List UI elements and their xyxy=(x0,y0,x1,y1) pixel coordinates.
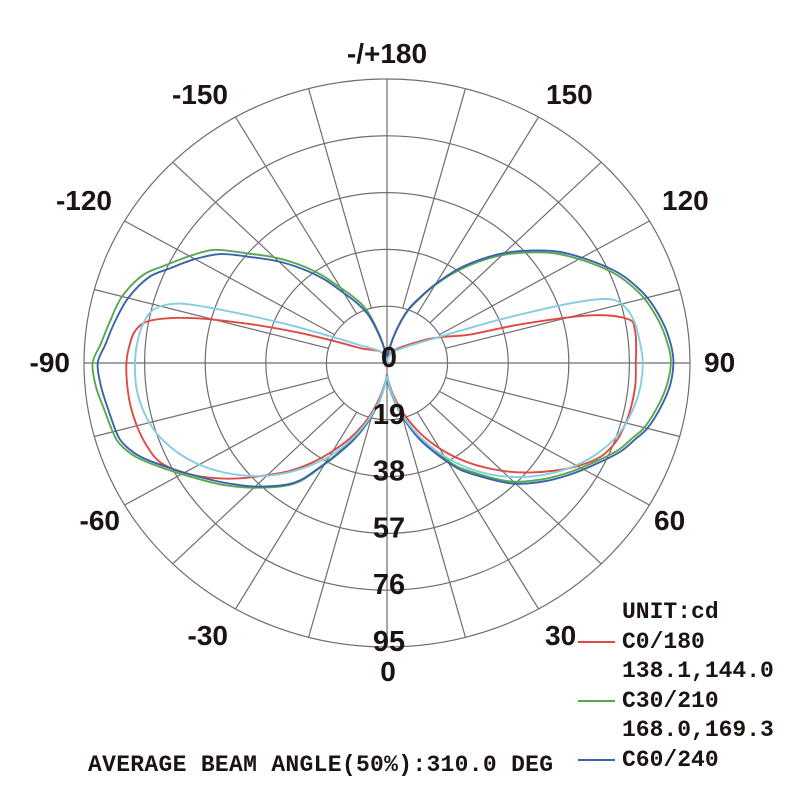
radial-label-19: 19 xyxy=(373,399,405,431)
grid-spoke-120 xyxy=(439,220,650,336)
angle-label--180: -/+180 xyxy=(347,38,427,69)
grid-spoke--165 xyxy=(308,88,372,309)
radial-label-76: 76 xyxy=(373,569,405,601)
radial-label-38: 38 xyxy=(373,456,405,488)
grid-spoke--135 xyxy=(172,161,345,324)
legend-item-label: C60/240 xyxy=(622,746,719,773)
angle-label-0: 0 xyxy=(380,656,396,687)
grid-spoke-60 xyxy=(439,390,650,506)
grid-spoke-15 xyxy=(402,417,466,638)
grid-spoke--45 xyxy=(172,402,345,565)
grid-spoke--75 xyxy=(94,377,329,438)
legend-item-values-c30-210: 168.0,169.3 xyxy=(622,717,774,743)
legend-item-c0-180: C0/180 xyxy=(578,628,793,658)
grid-spoke-165 xyxy=(402,88,466,309)
legend-item-c30-210: C30/210 xyxy=(578,687,793,717)
legend-item-label: C30/210 xyxy=(622,687,719,714)
angle-label--150: -150 xyxy=(172,79,228,110)
angle-label-60: 60 xyxy=(654,505,685,536)
grid-spoke-150 xyxy=(416,116,540,315)
legend: UNIT:cd C0/180 138.1,144.0 C30/210 168.0… xyxy=(578,598,793,775)
grid-spoke-75 xyxy=(445,377,680,438)
grid-spoke--15 xyxy=(308,417,372,638)
radial-label-0: 0 xyxy=(381,342,397,374)
legend-line-sample-c60-240 xyxy=(578,759,615,762)
legend-line-sample-c30-210 xyxy=(578,700,615,703)
angle-label-90: 90 xyxy=(704,347,735,378)
legend-line-sample-c0-180 xyxy=(578,641,615,644)
angle-label--90: -90 xyxy=(30,347,70,378)
angle-label-120: 120 xyxy=(662,185,709,216)
grid-spoke-30 xyxy=(416,411,540,610)
grid-spoke--150 xyxy=(234,116,358,315)
grid-spoke--60 xyxy=(124,390,335,506)
radial-label-95: 95 xyxy=(373,626,405,658)
angle-label-30: 30 xyxy=(545,620,576,651)
legend-item-label: C0/180 xyxy=(622,628,705,655)
legend-item-values-c0-180: 138.1,144.0 xyxy=(622,658,774,684)
radial-label-57: 57 xyxy=(373,512,405,544)
grid-spoke--120 xyxy=(124,220,335,336)
beam-angle-note: AVERAGE BEAM ANGLE(50%):310.0 DEG xyxy=(88,752,554,778)
angle-label-150: 150 xyxy=(546,79,593,110)
curve-unlabeled-cyan xyxy=(134,298,644,479)
angle-label--30: -30 xyxy=(188,620,228,651)
grid-spoke-135 xyxy=(429,161,602,324)
angle-label--60: -60 xyxy=(80,505,120,536)
grid-spoke--30 xyxy=(234,411,358,610)
angle-label--120: -120 xyxy=(56,185,112,216)
legend-item-c60-240: C60/240 xyxy=(578,746,793,776)
legend-unit-label: UNIT:cd xyxy=(622,599,719,625)
